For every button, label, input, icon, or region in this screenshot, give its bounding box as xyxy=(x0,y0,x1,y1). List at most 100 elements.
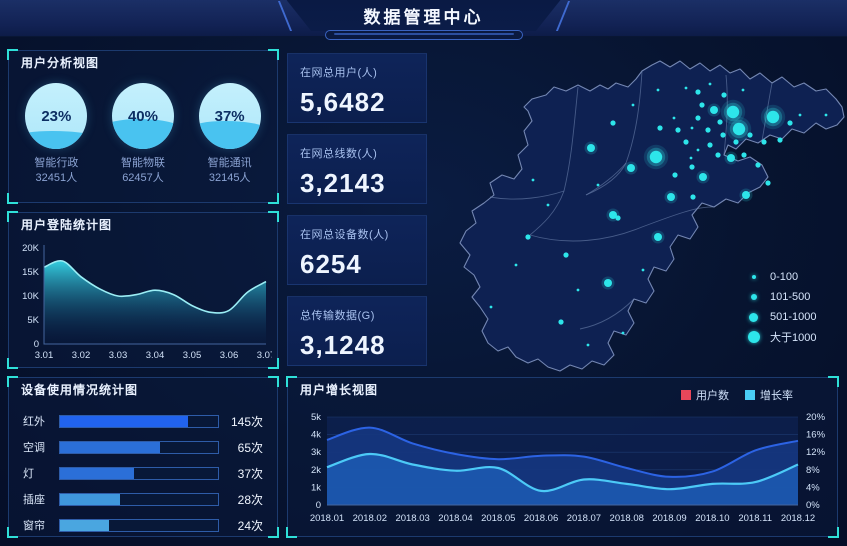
map-legend-item[interactable]: 501-1000 xyxy=(746,307,817,327)
map-data-point xyxy=(656,88,660,92)
device-bar-row[interactable]: 灯 37次 xyxy=(23,463,263,483)
svg-text:3.03: 3.03 xyxy=(109,350,128,361)
svg-text:12%: 12% xyxy=(806,447,826,458)
legend-swatch xyxy=(681,390,691,400)
gauge-circle: 40% xyxy=(111,83,174,149)
map-data-point xyxy=(720,132,726,138)
map-regions xyxy=(459,60,845,372)
corner-bracket xyxy=(7,358,18,369)
bar-fill xyxy=(60,467,135,479)
login-area-chart[interactable]: 0 5K 10K 15K 20K 3.01 3.02 3.03 3.04 3.05 3.06 3.07 xyxy=(14,238,272,366)
svg-text:2018.06: 2018.06 xyxy=(523,513,557,524)
svg-text:2018.09: 2018.09 xyxy=(652,513,686,524)
map-data-point xyxy=(708,82,712,86)
bar-track xyxy=(59,440,219,454)
panel-user-growth: 用户增长视图 用户数 增长率 0 0% 1k 4% 2k 8% 3k 12% 4k 16% 5k 20%… xyxy=(286,376,839,538)
gauge-percent: 23% xyxy=(41,107,72,125)
map-data-point xyxy=(741,152,747,158)
map-data-point xyxy=(631,103,635,107)
map-inner-border xyxy=(529,206,715,242)
map-legend: 0-100 101-500 501-1000 大于1000 xyxy=(746,267,817,347)
map-data-point xyxy=(546,203,550,207)
map-data-point xyxy=(672,172,678,178)
growth-legend-item[interactable]: 用户数 xyxy=(681,387,729,403)
svg-text:2018.02: 2018.02 xyxy=(352,513,386,524)
liquid-gauge[interactable]: 40% 智能物联 62457人 xyxy=(102,80,184,186)
svg-text:5K: 5K xyxy=(27,315,39,326)
legend-label: 101-500 xyxy=(770,291,811,303)
device-bar-row[interactable]: 红外 145次 xyxy=(23,411,263,431)
map-inner-border xyxy=(489,190,565,200)
region-map[interactable] xyxy=(428,45,847,377)
gauge-circle: 37% xyxy=(198,83,261,149)
header-decoration xyxy=(324,30,523,40)
map-data-point xyxy=(604,279,612,287)
map-legend-item[interactable]: 大于1000 xyxy=(746,327,817,347)
device-bar-row[interactable]: 插座 28次 xyxy=(23,489,263,509)
growth-legend-item[interactable]: 增长率 xyxy=(745,387,793,403)
panel-user-analysis: 用户分析视图 23% 智能行政 32451人 40% 智能物联 62457人 37% 智能通讯… xyxy=(7,49,279,204)
legend-swatch xyxy=(745,390,755,400)
legend-label: 增长率 xyxy=(760,390,793,402)
map-data-point xyxy=(649,150,663,164)
svg-text:3.06: 3.06 xyxy=(220,350,239,361)
svg-text:4k: 4k xyxy=(310,430,320,441)
liquid-gauge[interactable]: 37% 智能通讯 32145人 xyxy=(189,80,271,186)
svg-text:2018.11: 2018.11 xyxy=(738,513,772,524)
svg-text:8%: 8% xyxy=(806,465,820,476)
map-data-point xyxy=(657,125,663,131)
map-data-point xyxy=(742,191,750,199)
panel-login-stats: 用户登陆统计图 0 5K 10K 15K 20K 3.01 3.02 3.03 3.04 3.05… xyxy=(7,211,279,369)
map-data-point xyxy=(689,164,695,170)
map-data-point xyxy=(667,193,675,201)
map-data-point xyxy=(707,142,713,148)
corner-bracket xyxy=(286,527,297,538)
map-inner-border xyxy=(761,82,773,142)
map-data-point xyxy=(525,234,531,240)
map-data-point xyxy=(683,139,689,145)
bar-track xyxy=(59,466,219,480)
map-data-point xyxy=(715,152,721,158)
bar-fill xyxy=(60,415,188,427)
bar-track xyxy=(59,414,219,428)
map-data-point xyxy=(699,173,707,181)
bar-value: 37次 xyxy=(237,466,263,481)
legend-dot xyxy=(746,294,761,300)
svg-text:3.05: 3.05 xyxy=(183,350,202,361)
map-data-point xyxy=(684,86,688,90)
corner-bracket xyxy=(7,193,18,204)
svg-text:2018.08: 2018.08 xyxy=(609,513,643,524)
map-data-point xyxy=(690,194,696,200)
map-data-point xyxy=(672,116,676,120)
map-dots xyxy=(489,82,828,347)
growth-area-chart[interactable]: 0 0% 1k 4% 2k 8% 3k 12% 4k 16% 5k 20% 2018.01 2018.02… xyxy=(293,403,833,535)
map-inner-border xyxy=(723,74,728,156)
map-data-point xyxy=(765,180,771,186)
stat-label: 在网总设备数(人) xyxy=(300,229,389,241)
svg-text:1k: 1k xyxy=(310,482,320,493)
svg-text:3.07: 3.07 xyxy=(257,350,272,361)
corner-bracket xyxy=(268,211,279,222)
map-data-point xyxy=(609,211,617,219)
map-data-point xyxy=(699,102,705,108)
corner-bracket xyxy=(828,376,839,387)
corner-bracket xyxy=(268,49,279,60)
map-data-point xyxy=(675,127,681,133)
svg-text:20K: 20K xyxy=(22,243,40,254)
map-legend-item[interactable]: 101-500 xyxy=(746,287,817,307)
header: 数据管理中心 xyxy=(0,0,847,40)
device-bar-row[interactable]: 空调 65次 xyxy=(23,437,263,457)
map-data-point xyxy=(798,113,802,117)
bar-value: 24次 xyxy=(237,518,263,533)
map-data-point xyxy=(615,215,621,221)
growth-legend: 用户数 增长率 xyxy=(681,387,793,403)
legend-dot xyxy=(746,331,761,343)
map-inner-border xyxy=(579,298,635,330)
corner-bracket xyxy=(7,211,18,222)
map-legend-item[interactable]: 0-100 xyxy=(746,267,817,287)
panel-device-usage: 设备使用情况统计图 红外 145次 空调 65次灯 37次 插座 28次 窗帘 24次 xyxy=(7,376,279,538)
device-bar-row[interactable]: 窗帘 24次 xyxy=(23,515,263,535)
map-data-point xyxy=(726,105,740,119)
liquid-gauge[interactable]: 23% 智能行政 32451人 xyxy=(15,80,97,186)
map-data-point xyxy=(563,252,569,258)
